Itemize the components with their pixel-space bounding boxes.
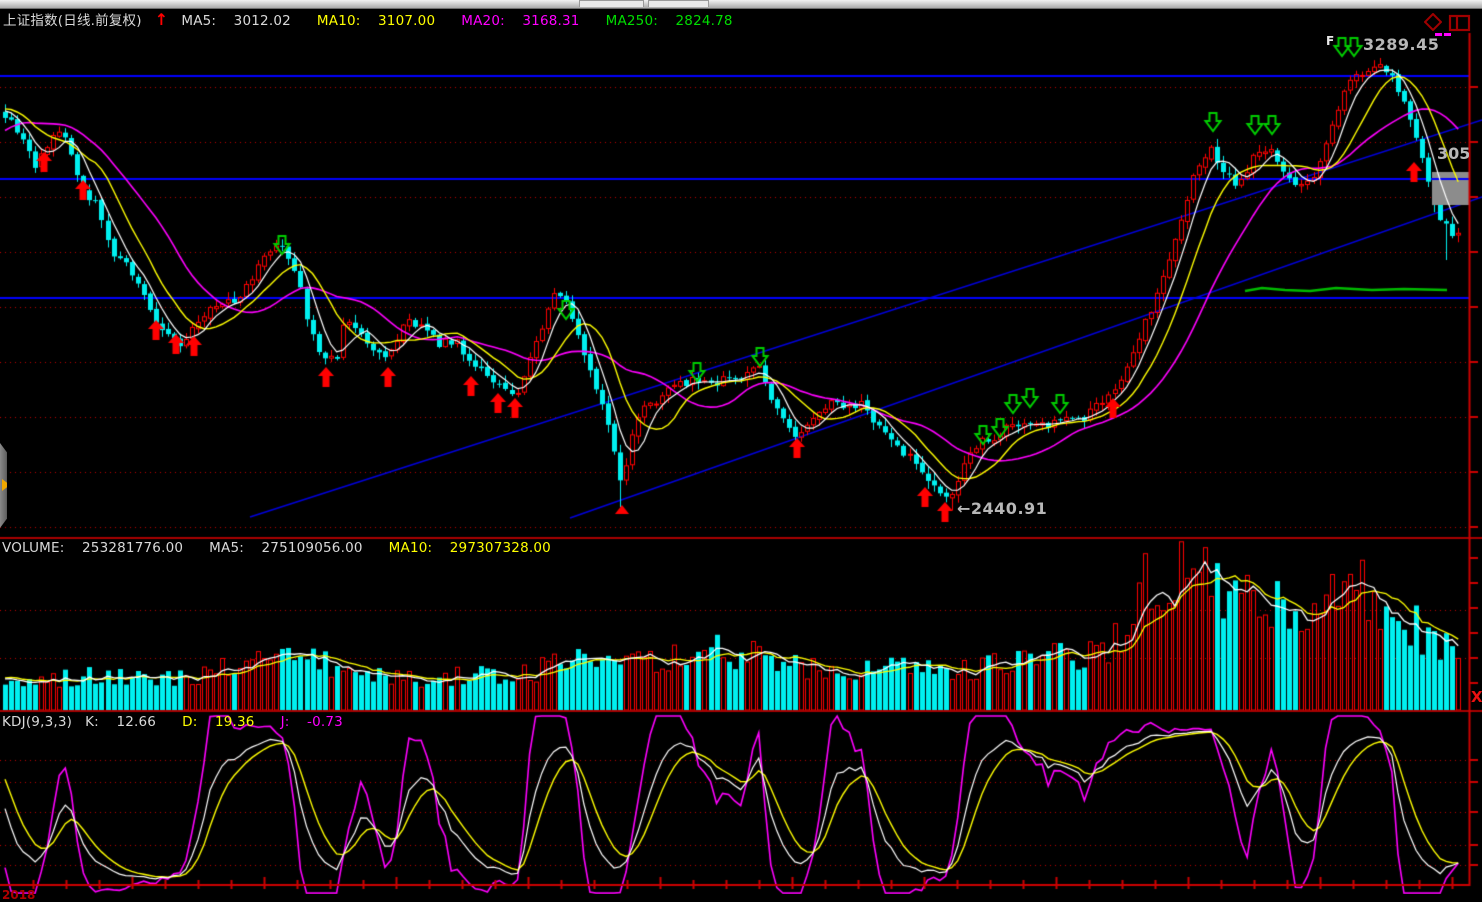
volume-label: VOLUME: 253281776.00 <box>2 540 184 556</box>
ma250-label: MA250: 2824.78 <box>605 13 733 29</box>
split-window-icon[interactable] <box>1448 14 1472 33</box>
background-window-button[interactable] <box>579 0 644 7</box>
peak-flag-marker: F <box>1326 34 1335 48</box>
trough-price-annotation: ←2440.91 <box>957 499 1048 518</box>
expand-arrow-icon <box>2 479 7 491</box>
ma20-value: 3168.31 <box>522 13 580 29</box>
instrument-title: 上证指数(日线.前复权) <box>3 13 142 29</box>
pane-toolbar <box>1424 13 1476 41</box>
kdj-title: KDJ(9,3,3) <box>2 714 73 730</box>
left-arrow-icon: ← <box>957 499 971 518</box>
sidebar-expand-handle[interactable] <box>0 443 7 528</box>
trend-up-arrow-icon: ↑ <box>154 10 169 29</box>
background-window-strip <box>0 0 1482 9</box>
magenta-dash-icon <box>1435 33 1442 36</box>
kdj-j: J: -0.73 <box>280 714 343 730</box>
volume-pane-header: VOLUME: 253281776.00 MA5: 275109056.00 MA1… <box>2 540 577 556</box>
volume-value: 253281776.00 <box>81 540 184 556</box>
ma20-label: MA20: 3168.31 <box>461 13 580 29</box>
volume-ma10: MA10: 297307328.00 <box>388 540 551 556</box>
kdj-k: K: 12.66 <box>85 714 157 730</box>
peak-price-annotation: 3289.45 <box>1363 35 1440 54</box>
kdj-d: D: 19.36 <box>182 714 255 730</box>
ma10-label: MA10: 3107.00 <box>316 13 436 29</box>
indicator-close-button[interactable]: X <box>1471 688 1482 706</box>
main-chart-header: 上证指数(日线.前复权) ↑ MA5: 3012.02 MA10: 3107.00 MA… <box>3 9 759 29</box>
background-window-button[interactable] <box>648 0 709 7</box>
ma10-value: 3107.00 <box>378 13 436 29</box>
date-axis-partial-label: 2018 <box>2 888 36 902</box>
ma5-value: 3012.02 <box>233 13 291 29</box>
volume-ma5: MA5: 275109056.00 <box>209 540 363 556</box>
kdj-pane-header: KDJ(9,3,3) K: 12.66 D: 19.36 J: -0.73 <box>2 714 369 730</box>
diamond-icon[interactable] <box>1424 13 1442 31</box>
ma250-value: 2824.78 <box>675 13 733 29</box>
axis-price-partial-label: 305 <box>1437 144 1469 163</box>
magenta-dash-icon <box>1444 33 1451 36</box>
ma5-label: MA5: 3012.02 <box>181 13 291 29</box>
